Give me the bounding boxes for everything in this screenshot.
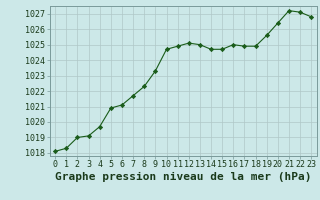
X-axis label: Graphe pression niveau de la mer (hPa): Graphe pression niveau de la mer (hPa) xyxy=(55,172,311,182)
